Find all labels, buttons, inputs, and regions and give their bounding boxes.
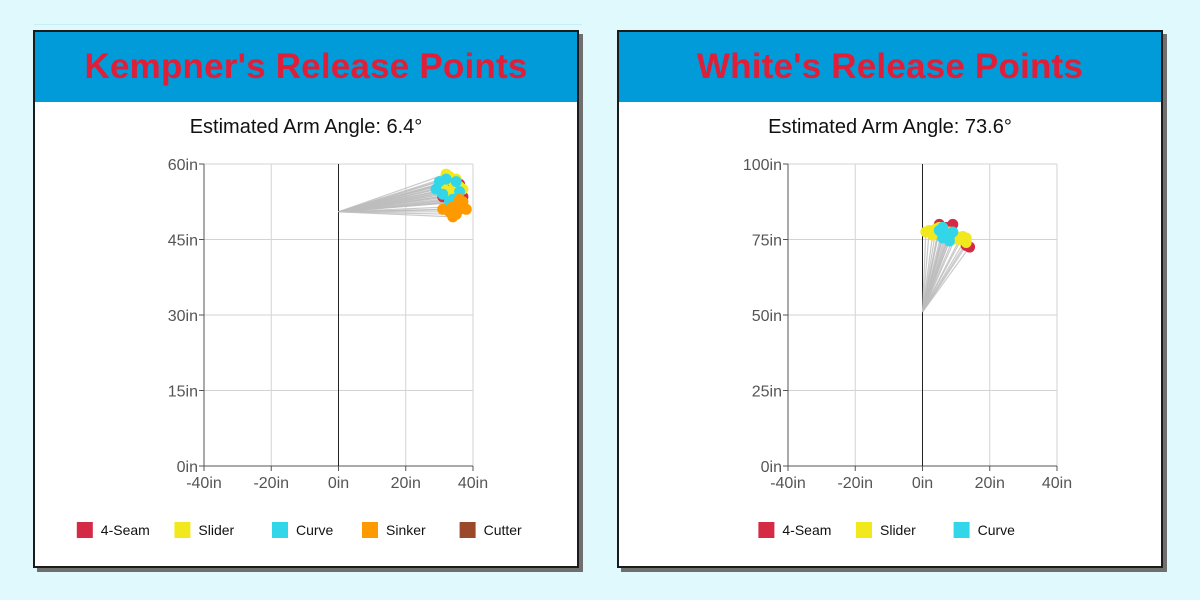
kempner-legend-label-curve: Curve [296, 522, 334, 538]
top-rule [34, 24, 582, 25]
kempner-point-sinker [447, 211, 459, 223]
white-title-bar: White's Release Points [619, 32, 1161, 102]
white-legend-label-slider: Slider [880, 522, 916, 538]
kempner-point-curve [440, 173, 452, 185]
kempner-legend-label-slider: Slider [198, 522, 234, 538]
white-point-curve [943, 235, 955, 247]
kempner-legend-swatch-cutter [459, 522, 476, 538]
white-y-tick-label: 75in [752, 233, 782, 250]
kempner-title-bar: Kempner's Release Points [35, 32, 577, 102]
white-legend-swatch-curve [953, 522, 970, 538]
white-arm-line [921, 240, 950, 313]
white-release-scatter: -40in -20in 0in 20in 40in 0in 25in 50in 75in 100i… [743, 157, 1072, 538]
kempner-release-scatter: -40in -20in 0in 20in 40in 0in 15in 30in 45in 60in… [76, 157, 522, 538]
kempner-arm-line [338, 211, 453, 218]
kempner-legend-label-4-seam: 4-Seam [101, 522, 150, 538]
white-y-tick-label: 0in [761, 459, 782, 476]
kempner-point-curve [450, 176, 462, 188]
kempner-chart-title: Kempner's Release Points [84, 47, 528, 86]
white-x-tick-label: -40in [770, 475, 806, 492]
white-arm-line [921, 237, 967, 313]
white-arm-line [922, 246, 971, 313]
kempner-x-tick-label: 0in [328, 475, 349, 492]
kempner-y-tick-label: 15in [168, 384, 198, 401]
white-arm-angle: Estimated Arm Angle: 73.6° [768, 116, 1012, 138]
kempner-y-tick-label: 30in [168, 308, 198, 325]
kempner-x-tick-label: -20in [253, 475, 289, 492]
white-legend-swatch-slider [856, 522, 872, 538]
white-chart-panel: White's Release Points Estimated Arm Ang… [617, 30, 1163, 568]
kempner-y-tick-label: 0in [177, 459, 198, 476]
white-point-slider [960, 232, 972, 244]
white-x-tick-label: 40in [1042, 475, 1072, 492]
kempner-legend-swatch-slider [174, 522, 191, 538]
kempner-x-tick-label: 20in [391, 475, 421, 492]
kempner-legend-swatch-curve [272, 522, 288, 538]
white-legend-label-4-seam: 4-Seam [782, 522, 831, 538]
kempner-point-sinker [454, 193, 466, 205]
white-point-curve [947, 226, 959, 238]
kempner-x-tick-label: -40in [186, 475, 222, 492]
kempner-point-curve [437, 188, 449, 200]
kempner-y-tick-label: 45in [168, 233, 198, 250]
white-legend-swatch-4-seam [758, 522, 775, 538]
white-x-tick-label: 20in [975, 475, 1005, 492]
kempner-arm-angle: Estimated Arm Angle: 6.4° [189, 116, 423, 138]
kempner-point-sinker [460, 203, 472, 215]
kempner-x-tick-label: 40in [458, 475, 488, 492]
kempner-arm-line [338, 198, 460, 213]
kempner-legend-label-cutter: Cutter [484, 522, 522, 538]
kempner-y-tick-label: 60in [168, 157, 198, 174]
white-arm-line [921, 236, 964, 313]
white-x-tick-label: -20in [837, 475, 873, 492]
white-y-tick-label: 100in [743, 157, 782, 174]
kempner-arm-line [338, 193, 443, 213]
white-y-tick-label: 25in [752, 384, 782, 401]
white-arm-line [921, 237, 944, 313]
kempner-legend-swatch-sinker [362, 522, 378, 538]
white-legend-label-curve: Curve [978, 522, 1016, 538]
kempner-chart-panel: Kempner's Release Points Estimated Arm A… [33, 30, 579, 568]
kempner-arm-line [338, 178, 447, 213]
white-chart-title: White's Release Points [696, 47, 1084, 86]
white-y-tick-label: 50in [752, 308, 782, 325]
white-x-tick-label: 0in [912, 475, 933, 492]
kempner-point-curve [454, 186, 466, 198]
kempner-legend-label-sinker: Sinker [386, 522, 426, 538]
white-arm-line [921, 230, 930, 313]
kempner-legend-swatch-4-seam [76, 522, 93, 538]
